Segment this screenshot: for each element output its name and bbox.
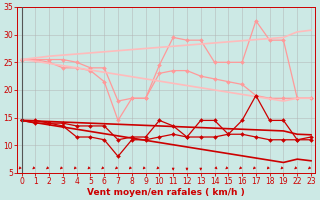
X-axis label: Vent moyen/en rafales ( km/h ): Vent moyen/en rafales ( km/h )	[87, 188, 245, 197]
